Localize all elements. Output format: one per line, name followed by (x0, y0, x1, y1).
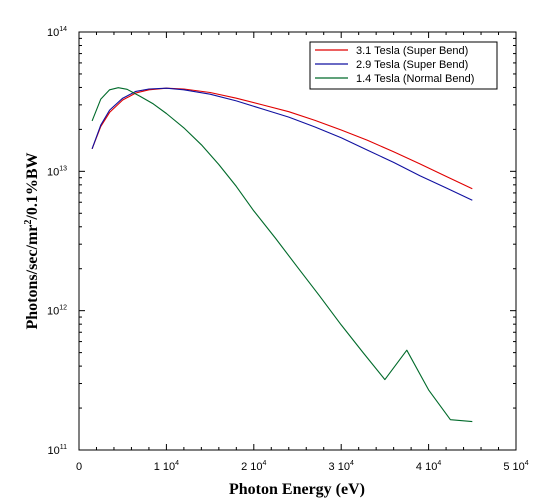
x-tick-label: 0 (76, 461, 82, 473)
tick-marks (78, 31, 517, 451)
x-tick-mantissa: 1 10 (154, 461, 175, 473)
x-axis-title: Photon Energy (eV) (229, 481, 365, 498)
series-line-1 (91, 87, 473, 201)
y-axis-title-sup: 2 (23, 220, 34, 225)
y-tick-exponent: 13 (59, 165, 67, 172)
y-tick-exponent: 14 (59, 26, 67, 33)
x-tick-label: 3 104 (329, 460, 354, 473)
x-tick-exponent: 4 (350, 460, 354, 467)
legend-label-1: 2.9 Tesla (Super Bend) (356, 59, 468, 71)
y-axis-title-main: Photons/sec/mr (24, 225, 41, 330)
y-tick-exponent: 11 (60, 444, 67, 451)
legend: 3.1 Tesla (Super Bend) 2.9 Tesla (Super … (309, 41, 498, 90)
x-tick-label: 4 104 (416, 460, 441, 473)
x-tick-exponent: 4 (263, 460, 267, 467)
legend-label-0: 3.1 Tesla (Super Bend) (356, 45, 468, 57)
x-tick-mantissa: 0 (76, 461, 82, 473)
x-tick-mantissa: 3 10 (329, 461, 350, 473)
x-tick-label: 1 104 (154, 460, 179, 473)
y-axis-title-rest: /0.1%BW (24, 153, 41, 221)
x-tick-label: 2 104 (241, 460, 266, 473)
y-tick-mantissa: 10 (47, 306, 59, 318)
x-tick-label: 5 104 (503, 460, 528, 473)
x-tick-exponent: 4 (175, 460, 179, 467)
plot-frame (78, 31, 517, 451)
x-tick-mantissa: 5 10 (503, 461, 524, 473)
y-tick-mantissa: 10 (47, 27, 59, 39)
y-tick-label: 1012 (47, 305, 67, 318)
x-tick-mantissa: 4 10 (416, 461, 437, 473)
x-tick-exponent: 4 (525, 460, 529, 467)
x-tick-exponent: 4 (437, 460, 441, 467)
x-tick-mantissa: 2 10 (241, 461, 262, 473)
y-tick-mantissa: 10 (47, 166, 59, 178)
legend-label-2: 1.4 Tesla (Normal Bend) (356, 73, 474, 85)
series-line-0 (91, 87, 473, 190)
series-line-2 (91, 87, 473, 423)
y-tick-label: 1014 (47, 26, 67, 39)
y-tick-exponent: 12 (59, 305, 67, 312)
y-axis-title: Photons/sec/mr2/0.1%BW (23, 153, 41, 330)
y-tick-mantissa: 10 (47, 445, 59, 457)
y-tick-label: 1011 (47, 444, 67, 457)
y-tick-label: 1013 (47, 165, 67, 178)
series-lines (91, 87, 473, 423)
